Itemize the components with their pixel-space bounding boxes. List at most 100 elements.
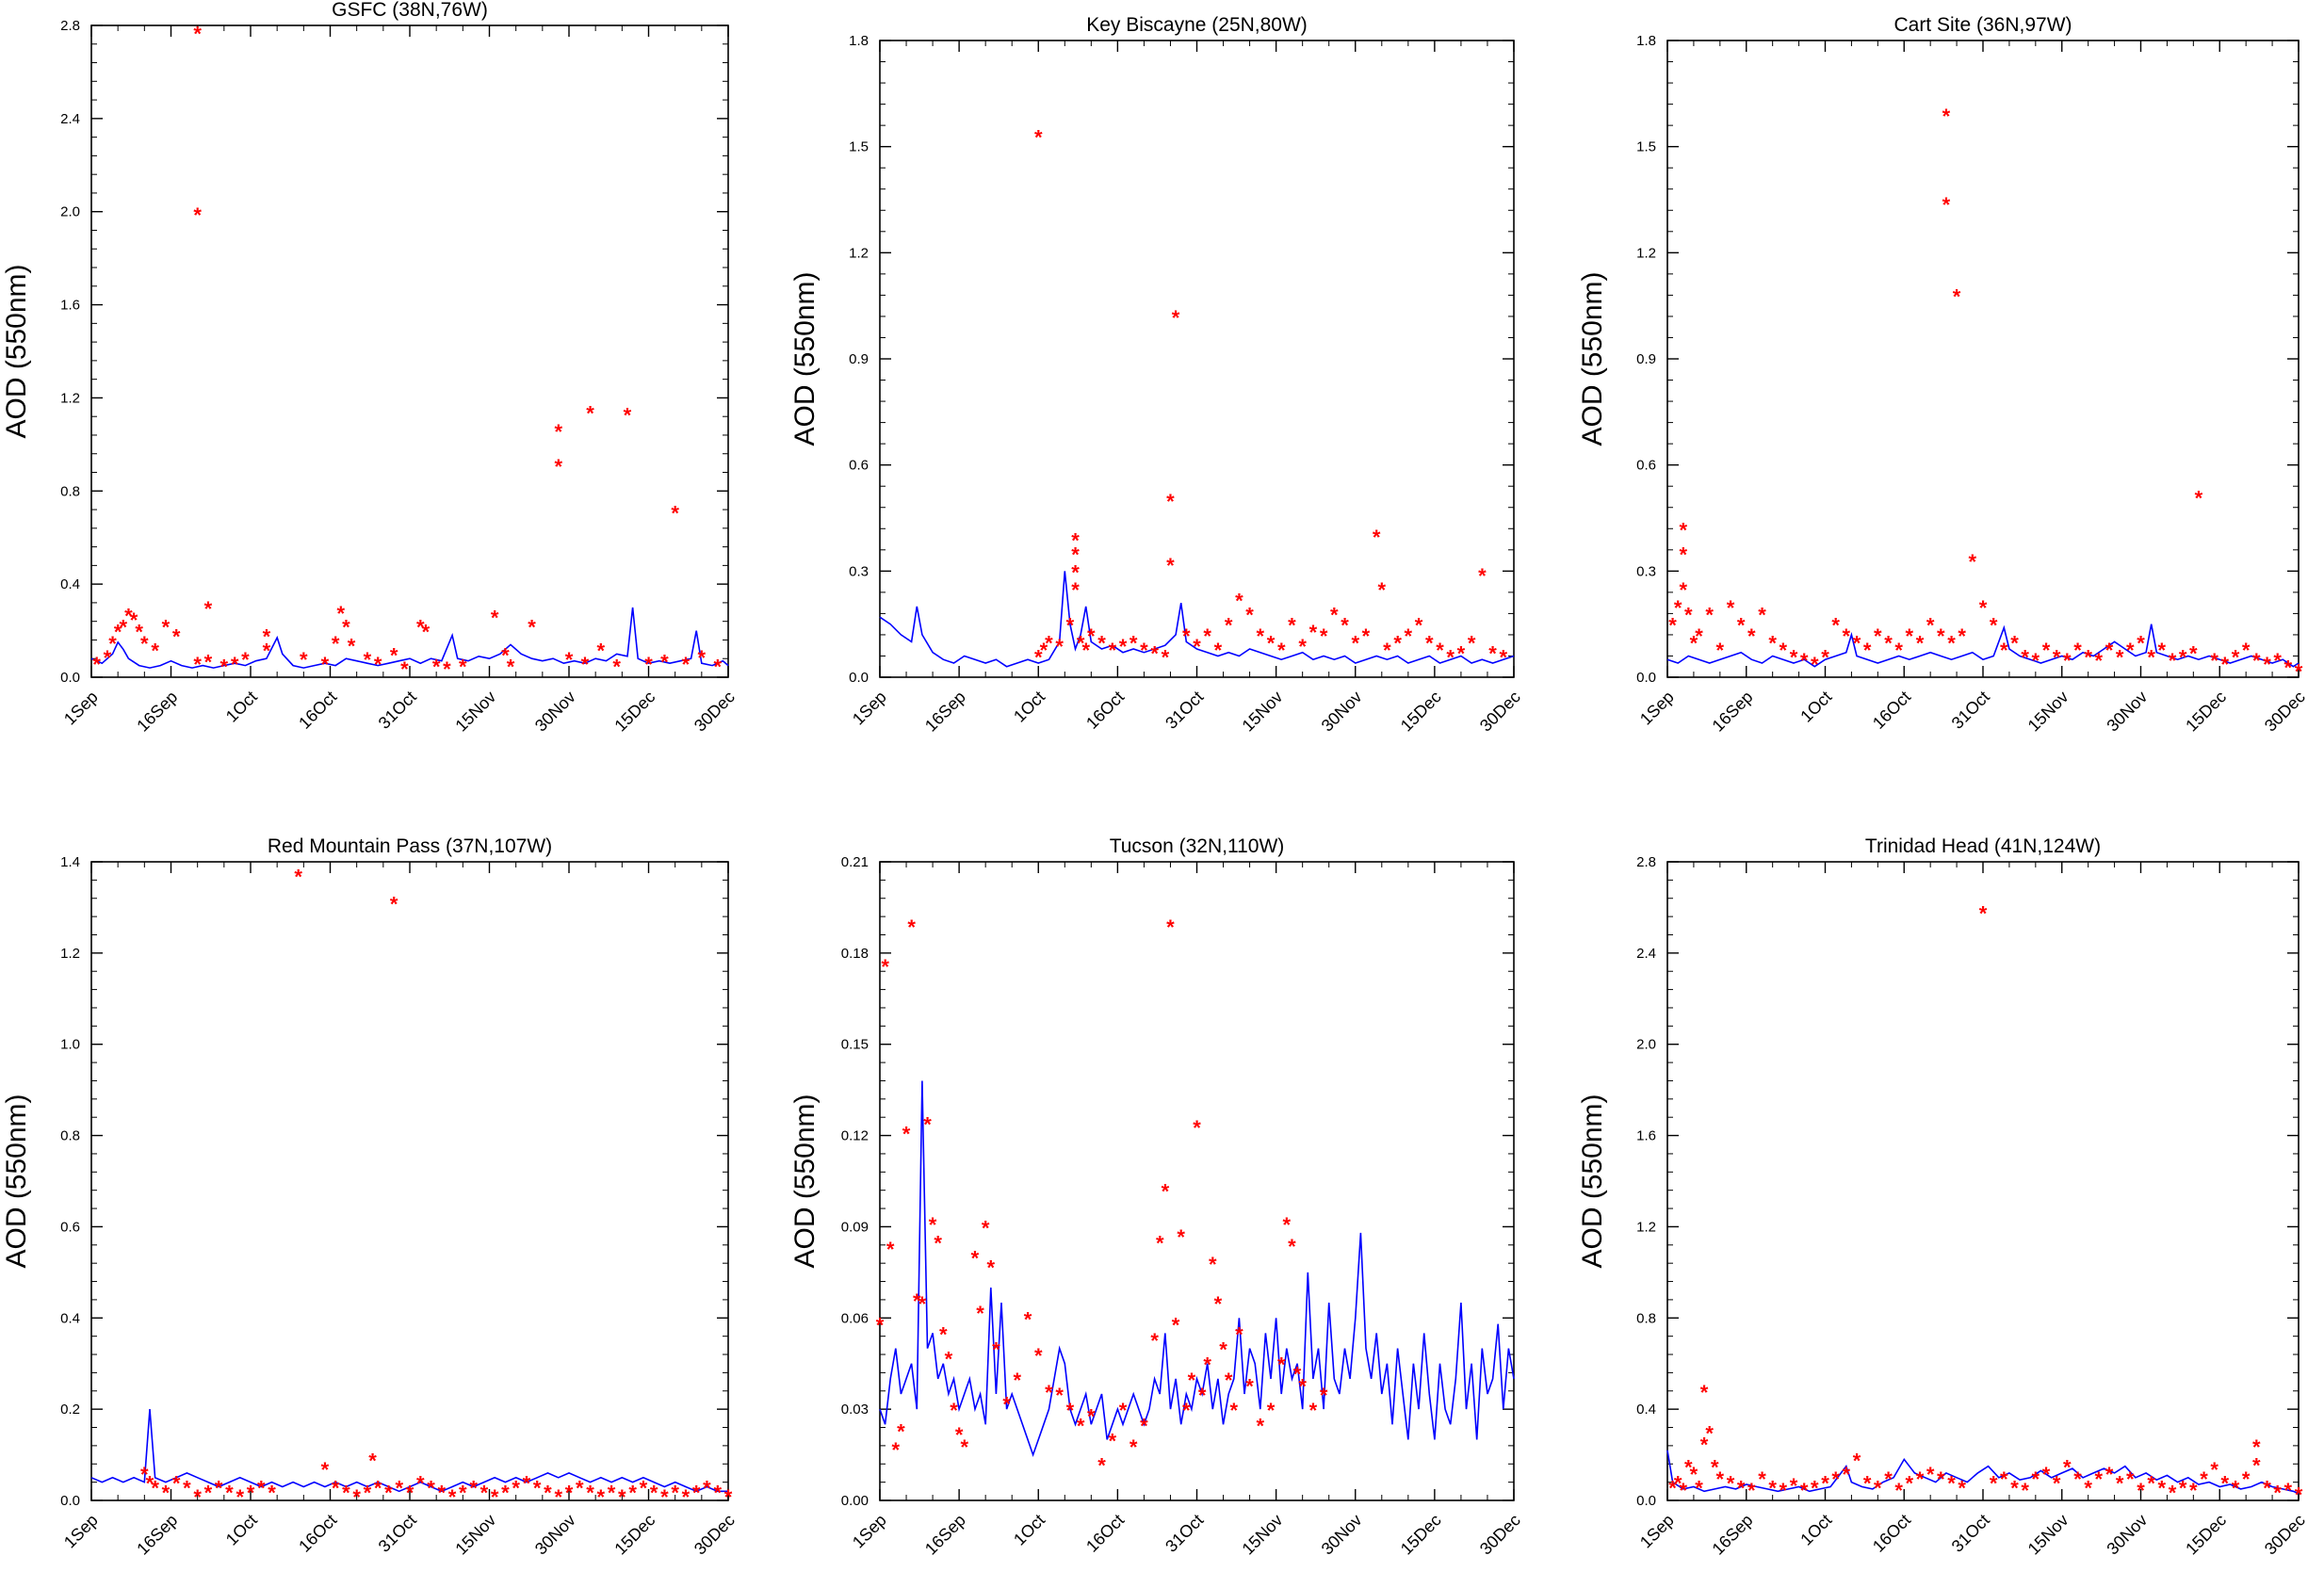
x-tick-label: 30Dec (2261, 1511, 2309, 1559)
observation-marker: * (528, 616, 536, 640)
observation-marker: * (268, 1481, 276, 1504)
panel-title: Cart Site (36N,97W) (1893, 14, 2072, 36)
observation-marker: * (172, 1472, 181, 1496)
observation-marker: * (1800, 1479, 1809, 1502)
x-tick-label: 30Dec (691, 688, 739, 736)
observation-marker: * (1953, 284, 1961, 308)
observation-marker: * (1198, 1384, 1207, 1407)
y-tick-label: 0.6 (849, 458, 869, 474)
observation-marker: * (1140, 1414, 1148, 1437)
observation-marker: * (1320, 1384, 1328, 1407)
observation-marker: * (204, 1481, 213, 1504)
observation-marker: * (1768, 631, 1777, 655)
y-tick-label: 1.6 (60, 298, 80, 314)
x-tick-label: 16Oct (1082, 688, 1128, 733)
observation-marker: * (140, 1463, 149, 1486)
observation-marker: * (1780, 1479, 1788, 1502)
observation-marker: * (172, 625, 181, 649)
observation-marker: * (1695, 1476, 1703, 1499)
observation-marker: * (1267, 631, 1276, 655)
observation-marker: * (1425, 631, 1434, 655)
observation-marker: * (1684, 1456, 1693, 1480)
observation-marker: * (597, 639, 606, 662)
observation-marker: * (1267, 1399, 1276, 1422)
observation-marker: * (902, 1122, 911, 1145)
observation-marker: * (114, 621, 122, 644)
observation-marker: * (1926, 1463, 1935, 1486)
x-tick-label: 16Sep (921, 688, 969, 736)
x-tick-label: 30Nov (2103, 1511, 2151, 1559)
observation-marker: * (124, 604, 133, 627)
observation-marker: * (130, 608, 138, 632)
y-tick-label: 0.6 (1636, 458, 1656, 474)
observation-marker: * (1162, 1180, 1170, 1204)
plot-frame (879, 40, 1515, 678)
observation-marker: * (1219, 1338, 1227, 1362)
y-tick-label: 0.0 (1636, 1493, 1656, 1509)
y-tick-label: 0.8 (60, 1128, 80, 1144)
observation-marker: * (1916, 631, 1925, 655)
x-tick-label: 15Dec (610, 1511, 658, 1559)
observation-marker: * (400, 657, 409, 681)
observation-marker: * (364, 648, 372, 672)
x-tick-label: 1Oct (1796, 688, 1835, 726)
y-tick-label: 0.4 (60, 576, 80, 592)
observation-marker: * (1831, 614, 1840, 638)
observation-marker: * (368, 1449, 377, 1472)
observation-marker: * (512, 1476, 520, 1499)
observation-marker: * (2021, 1479, 2029, 1502)
observation-marker: * (2126, 1467, 2135, 1491)
observation-marker: * (321, 653, 330, 676)
observation-marker: * (443, 657, 451, 681)
observation-marker: * (1341, 614, 1349, 638)
observation-marker: * (1235, 589, 1243, 612)
observation-marker: * (1906, 1472, 1914, 1496)
observation-marker: * (644, 653, 653, 676)
observation-marker: * (2221, 653, 2230, 676)
observation-marker: * (934, 1232, 942, 1256)
observation-marker: * (1150, 642, 1159, 666)
observation-marker: * (660, 1485, 669, 1509)
plot-frame (1666, 40, 2300, 678)
y-tick-label: 0.00 (841, 1493, 869, 1509)
x-tick-label: 1Oct (1010, 1511, 1048, 1549)
x-tick-label: 1Oct (222, 1511, 261, 1549)
observation-marker: * (1166, 554, 1175, 577)
observation-marker: * (2189, 642, 2198, 666)
observation-marker: * (2221, 1472, 2230, 1496)
observation-marker: * (263, 639, 271, 662)
observation-marker: * (395, 1476, 403, 1499)
observation-marker: * (438, 1481, 447, 1504)
observation-marker: * (1351, 631, 1359, 655)
y-tick-label: 0.12 (841, 1128, 869, 1144)
x-tick-label: 1Sep (60, 1511, 102, 1552)
y-tick-label: 2.8 (60, 18, 80, 34)
observation-marker: * (1831, 1467, 1840, 1491)
observation-marker: * (1874, 1476, 1882, 1499)
observation-marker: * (554, 420, 562, 444)
observation-marker: * (660, 651, 669, 674)
observation-marker: * (1942, 193, 1951, 217)
observation-marker: * (2158, 1476, 2167, 1499)
observation-marker: * (992, 1338, 1000, 1362)
observation-marker: * (612, 656, 621, 679)
x-tick-label: 15Dec (1397, 1511, 1445, 1559)
observation-marker: * (892, 1438, 901, 1462)
observation-marker: * (1097, 631, 1106, 655)
x-tick-label: 1Sep (849, 688, 890, 729)
observation-marker: * (1674, 1472, 1682, 1496)
observation-marker: * (1737, 1476, 1746, 1499)
observation-marker: * (986, 1256, 995, 1279)
x-tick-label: 16Oct (1869, 1511, 1914, 1556)
observation-marker: * (1378, 578, 1387, 602)
y-tick-label: 0.8 (60, 483, 80, 499)
x-tick-label: 15Nov (1239, 688, 1287, 736)
observation-marker: * (1040, 639, 1048, 662)
x-tick-label: 15Dec (2182, 1511, 2230, 1559)
x-tick-label: 31Oct (1948, 688, 1993, 733)
observation-marker: * (713, 1481, 722, 1504)
observation-marker: * (1362, 624, 1371, 648)
observation-marker: * (2073, 639, 2082, 662)
x-tick-label: 30Nov (2103, 688, 2151, 736)
observation-marker: * (1415, 614, 1423, 638)
